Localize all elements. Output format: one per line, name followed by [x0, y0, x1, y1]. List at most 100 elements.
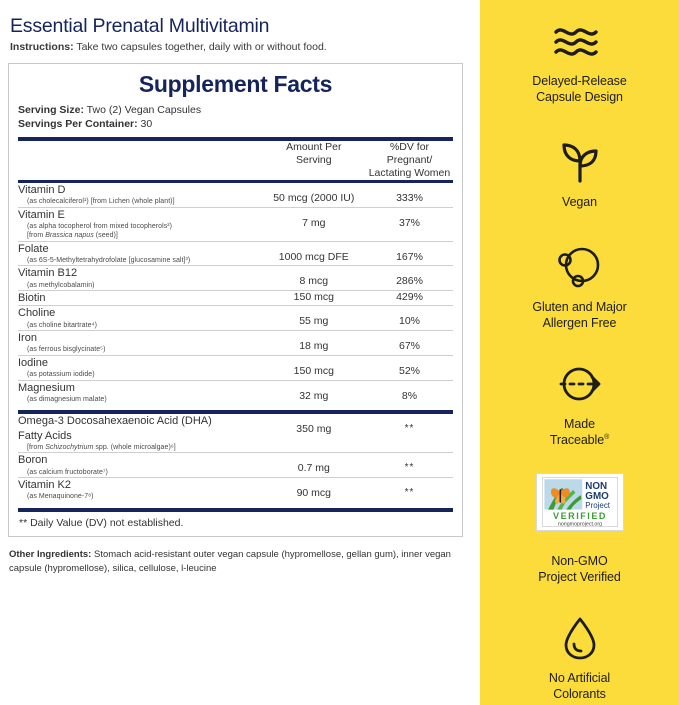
nutrient-source: (as alpha tocopherol from mixed tocopher… [27, 222, 173, 230]
header-dv-line2: Lactating Women [368, 167, 451, 180]
source2-italic: Brassica napus [45, 232, 94, 240]
nutrient-cell: Boron (as calcium fructoborate⁷) [18, 453, 262, 477]
nutrient-table-main: Magnesium (as dimagnesium malate) 32 mg … [18, 381, 453, 405]
feature-allergen-free: Gluten and Major Allergen Free [480, 244, 679, 331]
nutrient-cell: Choline (as choline bitartrate⁴) [18, 306, 262, 330]
feature-label-line2: Allergen Free [542, 316, 617, 330]
gmo-word-non: NON [585, 481, 607, 492]
waves-icon [552, 18, 608, 64]
header-amount-line2: Serving [295, 154, 332, 167]
nutrient-cell: Vitamin D (as cholecalciferol¹) [from Li… [18, 183, 262, 207]
table-row: Boron (as calcium fructoborate⁷) 0.7 mg … [18, 453, 453, 477]
feature-label: Non-GMO Project Verified [526, 553, 632, 585]
nutrient-table-main: Vitamin D (as cholecalciferol¹) [from Li… [18, 183, 453, 207]
nutrient-name: Boron [18, 454, 48, 467]
instructions-text: Instructions: Take two capsules together… [10, 41, 470, 54]
nutrient-name: Iron [18, 332, 37, 345]
section-divider-rule [18, 410, 453, 415]
nutrient-cell: Vitamin B12 (as methylcobalamin) [18, 266, 262, 290]
table-row: Magnesium (as dimagnesium malate) 32 mg … [18, 381, 453, 405]
nutrient-dv: ** [404, 462, 415, 474]
nutrient-cell: Iodine (as potassium iodide) [18, 356, 262, 380]
table-row: Vitamin K2 (as Menaquinone-7⁸) 90 mcg ** [18, 478, 453, 502]
source-post: spp. (whole microalgae)⁶] [93, 443, 176, 451]
nutrient-source: (as dimagnesium malate) [27, 395, 107, 403]
nutrient-table-secondary: Vitamin K2 (as Menaquinone-7⁸) 90 mcg ** [18, 478, 453, 502]
nutrient-name-line2: Fatty Acids [18, 429, 72, 442]
features-sidebar: Delayed-Release Capsule Design Vegan [480, 0, 679, 705]
header-blank-cell [18, 141, 262, 180]
row-divider [18, 477, 453, 479]
nutrient-cell: Vitamin E (as alpha tocopherol from mixe… [18, 208, 262, 241]
gmo-url: nongmoproject.org [557, 521, 601, 527]
registered-mark: ® [604, 433, 610, 441]
feature-no-colorants: No Artificial Colorants [480, 615, 679, 702]
feature-label-line1: Non-GMO [551, 554, 608, 568]
nutrient-dv: 429% [396, 291, 423, 304]
gmo-verified: VERIFIED [553, 511, 607, 521]
nutrient-name-line1: Omega-3 Docosahexaenoic Acid (DHA) [18, 415, 212, 428]
nutrient-amount: 50 mcg (2000 IU) [273, 191, 355, 204]
nutrient-source: (as methylcobalamin) [27, 281, 95, 289]
serving-size-line: Serving Size: Two (2) Vegan Capsules [18, 103, 453, 117]
nutrient-table-main: Choline (as choline bitartrate⁴) 55 mg 1… [18, 306, 453, 330]
feature-label-line2: Capsule Design [536, 90, 623, 104]
table-row: Vitamin D (as cholecalciferol¹) [from Li… [18, 183, 453, 207]
facts-header-table: Amount Per Serving %DV for Pregnant/ Lac… [18, 141, 453, 180]
nutrient-amount: 1000 mcg DFE [278, 250, 349, 263]
nutrient-source: (as calcium fructoborate⁷) [27, 468, 108, 476]
product-title: Essential Prenatal Multivitamin [10, 15, 270, 37]
gmo-word-gmo: GMO [585, 491, 609, 502]
traceable-arrow-icon [551, 361, 609, 407]
row-divider [18, 452, 453, 454]
serving-size-value: Two (2) Vegan Capsules [83, 103, 202, 116]
droplet-icon [560, 615, 600, 661]
nutrient-table-main: Iodine (as potassium iodide) 150 mcg 52% [18, 356, 453, 380]
header-dv-line1: %DV for Pregnant/ [386, 140, 433, 167]
feature-label-line1: Gluten and Major [532, 300, 627, 314]
feature-label: Delayed-Release Capsule Design [520, 73, 638, 105]
feature-label-line1: Made [564, 417, 595, 431]
row-divider [18, 290, 453, 292]
nutrient-table-main: Iron (as ferrous bisglycinate⁵) 18 mg 67… [18, 331, 453, 355]
nutrient-amount: 0.7 mg [297, 462, 330, 475]
nutrient-amount: 350 mg [296, 423, 332, 436]
header-bottom-rule [18, 180, 453, 183]
nutrient-dv: 286% [396, 275, 423, 288]
nutrient-source: (as cholecalciferol¹) [from Lichen (whol… [27, 198, 175, 206]
source2-pre: [from [27, 232, 46, 240]
traceable-word: Traceable [549, 433, 605, 447]
facts-column-headers: Amount Per Serving %DV for Pregnant/ Lac… [18, 141, 453, 180]
table-row: Iron (as ferrous bisglycinate⁵) 18 mg 67… [18, 331, 453, 355]
nutrient-dv: 167% [396, 250, 423, 263]
nutrient-name: Choline [18, 307, 56, 320]
feature-non-gmo: NON GMO Project VERIFIED nongmoproject.o… [480, 472, 679, 585]
nutrient-table-main: Vitamin B12 (as methylcobalamin) 8 mcg 2… [18, 266, 453, 290]
servings-per-container-label: Servings Per Container: [18, 117, 138, 130]
nutrient-table-secondary: Boron (as calcium fructoborate⁷) 0.7 mg … [18, 453, 453, 477]
instructions-label: Instructions: [10, 41, 74, 54]
feature-label-line1: Vegan [562, 195, 597, 209]
other-ingredients: Other Ingredients: Stomach acid-resistan… [8, 548, 463, 576]
nutrient-dv: 67% [398, 340, 420, 353]
nutrient-amount: 90 mcg [296, 487, 331, 500]
row-divider [18, 330, 453, 332]
nutrient-amount: 32 mg [299, 389, 329, 402]
nutrient-name: Vitamin K2 [18, 479, 71, 492]
footnote-top-rule [18, 507, 453, 512]
feature-vegan: Vegan [480, 139, 679, 210]
gmo-word-project: Project [585, 501, 610, 510]
feature-label: Gluten and Major Allergen Free [520, 299, 638, 331]
nutrient-cell: Omega-3 Docosahexaenoic Acid (DHA) Fatty… [18, 414, 262, 452]
nutrient-source: [from Schizochytrium spp. (whole microal… [27, 443, 262, 452]
feature-label-line1: Delayed-Release [532, 74, 627, 88]
feature-label-line1: No Artificial [548, 671, 611, 685]
row-divider [18, 240, 453, 242]
header-percent-dv: %DV for Pregnant/ Lactating Women [366, 141, 453, 180]
nutrient-source: (as potassium iodide) [27, 371, 95, 379]
nutrient-dv: 8% [401, 389, 418, 402]
serving-size-label: Serving Size: [18, 103, 84, 116]
nutrient-cell: Magnesium (as dimagnesium malate) [18, 381, 262, 405]
nutrient-name: Vitamin D [18, 183, 66, 196]
